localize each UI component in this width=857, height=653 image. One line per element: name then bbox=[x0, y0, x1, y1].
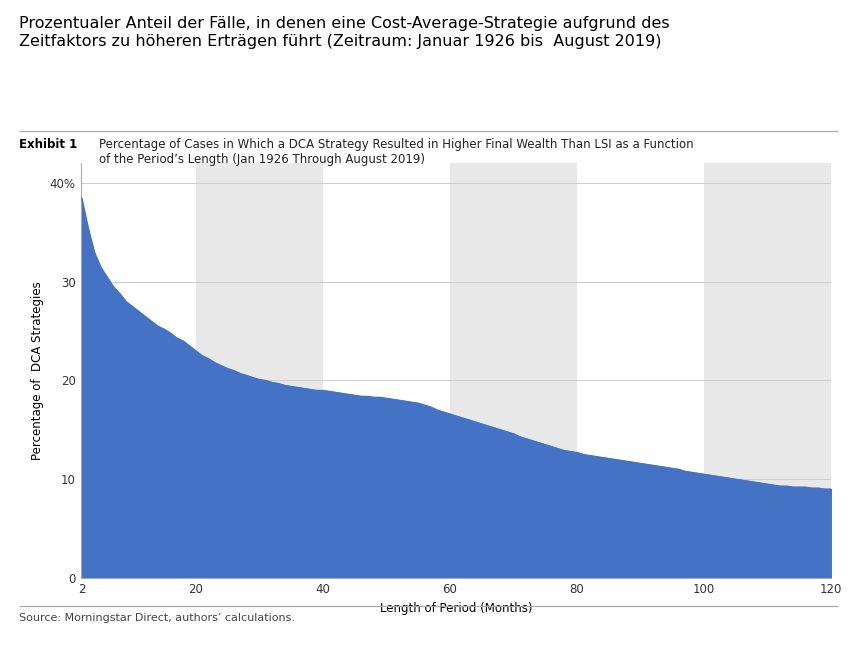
Bar bbox=[195, 163, 323, 578]
X-axis label: Length of Period (Months): Length of Period (Months) bbox=[381, 602, 532, 615]
Y-axis label: Percentage of  DCA Strategies: Percentage of DCA Strategies bbox=[32, 281, 45, 460]
Text: Percentage of Cases in Which a DCA Strategy Resulted in Higher Final Wealth Than: Percentage of Cases in Which a DCA Strat… bbox=[99, 138, 693, 167]
Text: Prozentualer Anteil der Fälle, in denen eine Cost-Average-Strategie aufgrund des: Prozentualer Anteil der Fälle, in denen … bbox=[19, 16, 669, 49]
Bar bbox=[450, 163, 577, 578]
Text: Source: Morningstar Direct, authors’ calculations.: Source: Morningstar Direct, authors’ cal… bbox=[19, 613, 295, 622]
Text: Exhibit 1: Exhibit 1 bbox=[19, 138, 77, 151]
Bar bbox=[704, 163, 831, 578]
